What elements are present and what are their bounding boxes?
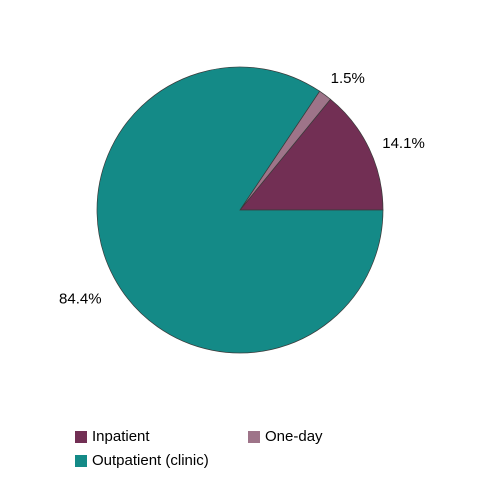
legend-swatch [75, 431, 87, 443]
data-label: 14.1% [382, 135, 425, 152]
legend-swatch [75, 455, 87, 467]
pie-slice [239, 98, 384, 211]
legend-label: One-day [265, 428, 323, 445]
legend-label: Inpatient [92, 428, 150, 445]
legend-swatch [248, 431, 260, 443]
pie-slice [96, 66, 384, 354]
legend-label: Outpatient (clinic) [92, 452, 209, 469]
data-label: 84.4% [59, 290, 102, 307]
data-label: 1.5% [331, 70, 365, 87]
